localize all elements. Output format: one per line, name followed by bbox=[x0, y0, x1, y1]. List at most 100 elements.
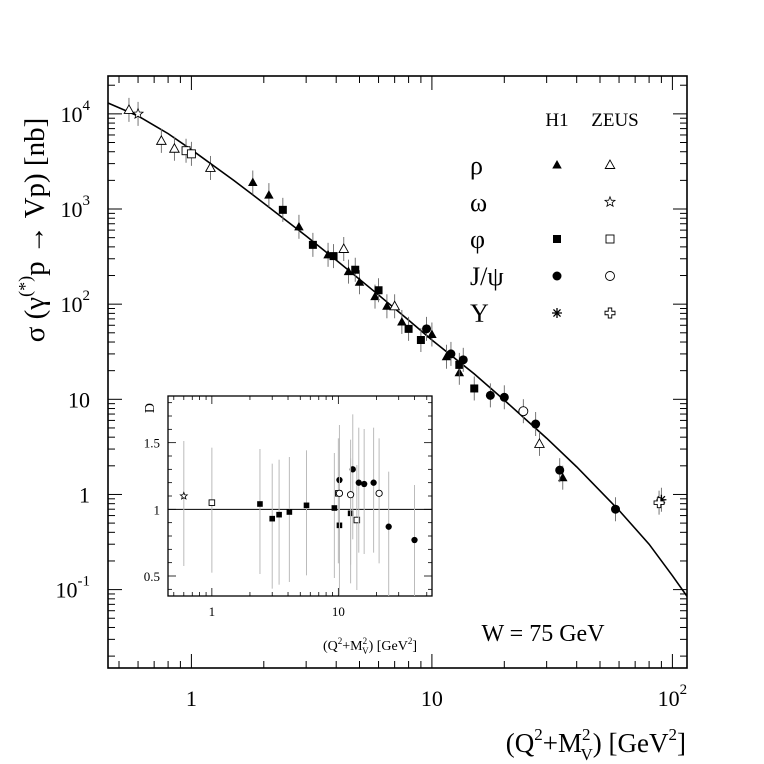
inset-data-point bbox=[349, 466, 356, 473]
legend-label: ω bbox=[470, 188, 487, 217]
data-point bbox=[404, 324, 413, 333]
data-point bbox=[389, 300, 401, 311]
inset-data-point bbox=[353, 516, 361, 524]
legend-header-zeus: ZEUS bbox=[591, 110, 639, 131]
data-point bbox=[416, 336, 425, 345]
y-tick-label: 102 bbox=[61, 288, 91, 317]
inset-y-tick-label: 1.5 bbox=[144, 436, 160, 451]
data-point bbox=[499, 392, 509, 402]
x-tick-label: 102 bbox=[658, 682, 688, 711]
y-tick-label: 10 bbox=[68, 387, 90, 412]
legend-label: ρ bbox=[470, 151, 483, 180]
series-square-filled bbox=[278, 197, 479, 401]
inset-series-circle-open bbox=[335, 438, 383, 565]
data-point bbox=[264, 190, 274, 199]
y-axis-label: σ (γ(*)p → Vp) [nb] bbox=[15, 118, 51, 343]
legend-marker-h1 bbox=[552, 271, 562, 281]
data-point bbox=[374, 286, 383, 295]
data-point bbox=[427, 329, 437, 338]
data-point bbox=[455, 360, 464, 369]
inset-chart: 1 10 0.5 1 1.5 D (Q2+M2 V) [GeV2] bbox=[143, 395, 433, 656]
inset-data-point bbox=[375, 489, 383, 497]
inset-data-point bbox=[335, 489, 344, 497]
legend-marker-zeus bbox=[604, 159, 616, 169]
inset-data-point bbox=[269, 515, 276, 522]
legend-marker-zeus bbox=[604, 307, 616, 319]
data-point bbox=[558, 472, 568, 482]
data-point bbox=[155, 134, 167, 145]
inset-y-tick-label: 1 bbox=[154, 502, 161, 517]
y-tick-label: 10-1 bbox=[56, 574, 91, 603]
series-star-open bbox=[131, 101, 145, 126]
main-chart: 1 10 102 10-1 1 10 102 103 104 (Q2+M2 V) [GeV2] σ (… bbox=[15, 75, 688, 764]
data-point bbox=[422, 324, 432, 334]
series-triangle-open bbox=[123, 97, 545, 456]
inset-x-tick-label: 1 bbox=[209, 604, 216, 619]
data-point bbox=[354, 277, 365, 286]
inset-series-square-open bbox=[208, 438, 361, 590]
y-tick-label: 103 bbox=[61, 193, 91, 222]
data-point bbox=[653, 497, 665, 509]
data-point bbox=[351, 265, 360, 274]
data-point bbox=[123, 104, 135, 114]
inset-data-point bbox=[208, 499, 216, 506]
data-point bbox=[470, 384, 479, 393]
inset-data-point bbox=[303, 502, 310, 509]
data-point bbox=[131, 107, 145, 120]
data-point bbox=[555, 465, 565, 475]
data-point bbox=[397, 316, 407, 326]
data-point bbox=[441, 351, 452, 361]
y-tick-label: 104 bbox=[61, 98, 91, 127]
inset-data-point bbox=[331, 505, 338, 511]
data-point bbox=[611, 504, 621, 514]
legend-label: φ bbox=[470, 225, 485, 254]
inset-series-star-open bbox=[179, 441, 189, 566]
inset-data-point bbox=[286, 509, 293, 515]
data-point bbox=[278, 205, 287, 214]
inset-data-point bbox=[370, 479, 377, 486]
legend-marker-zeus bbox=[605, 234, 615, 244]
x-tick-label: 1 bbox=[186, 686, 197, 711]
inset-y-axis-label: D bbox=[143, 403, 158, 413]
series-circle-open bbox=[518, 399, 529, 424]
legend-marker-h1 bbox=[552, 308, 562, 318]
series-asterisk bbox=[656, 487, 667, 512]
legend-label: Υ bbox=[470, 299, 489, 328]
plot-frame bbox=[107, 75, 688, 669]
data-point bbox=[370, 291, 380, 301]
data-point bbox=[531, 419, 541, 429]
data-point bbox=[446, 349, 456, 359]
data-point bbox=[294, 221, 304, 231]
legend-marker-h1 bbox=[553, 235, 561, 243]
energy-annotation: W = 75 GeV bbox=[481, 621, 605, 647]
data-point bbox=[168, 142, 180, 153]
series-square-open bbox=[181, 138, 196, 166]
x-tick-label: 10 bbox=[421, 686, 443, 711]
series-triangle-filled bbox=[248, 170, 568, 490]
inset-data-point bbox=[361, 480, 368, 488]
inset-data-point bbox=[385, 523, 392, 530]
inset-data-point bbox=[411, 536, 418, 544]
data-point bbox=[329, 252, 338, 261]
legend-label: J/ψ bbox=[470, 262, 504, 291]
inset-data-point bbox=[355, 479, 362, 486]
legend-marker-h1 bbox=[552, 160, 562, 169]
x-axis-label: (Q2+M2 V) [GeV2] bbox=[506, 725, 686, 764]
data-point bbox=[343, 266, 354, 276]
inset-x-tick-label: 10 bbox=[332, 604, 345, 619]
data-point bbox=[656, 494, 667, 505]
legend: H1 ZEUS ρωφ J/ψ Υ bbox=[470, 110, 639, 328]
inset-data-point bbox=[276, 511, 282, 518]
data-point bbox=[248, 177, 258, 186]
inset-x-axis-label: (Q2+M2 V) [GeV2] bbox=[323, 636, 417, 656]
data-point bbox=[518, 406, 529, 417]
inset-frame bbox=[167, 395, 433, 597]
data-point bbox=[204, 162, 216, 172]
inset-data-point bbox=[347, 491, 355, 499]
data-point bbox=[186, 149, 196, 159]
series-cross-open bbox=[653, 490, 665, 515]
legend-marker-zeus bbox=[603, 195, 617, 208]
legend-marker-zeus bbox=[605, 271, 615, 281]
data-point bbox=[382, 301, 392, 310]
